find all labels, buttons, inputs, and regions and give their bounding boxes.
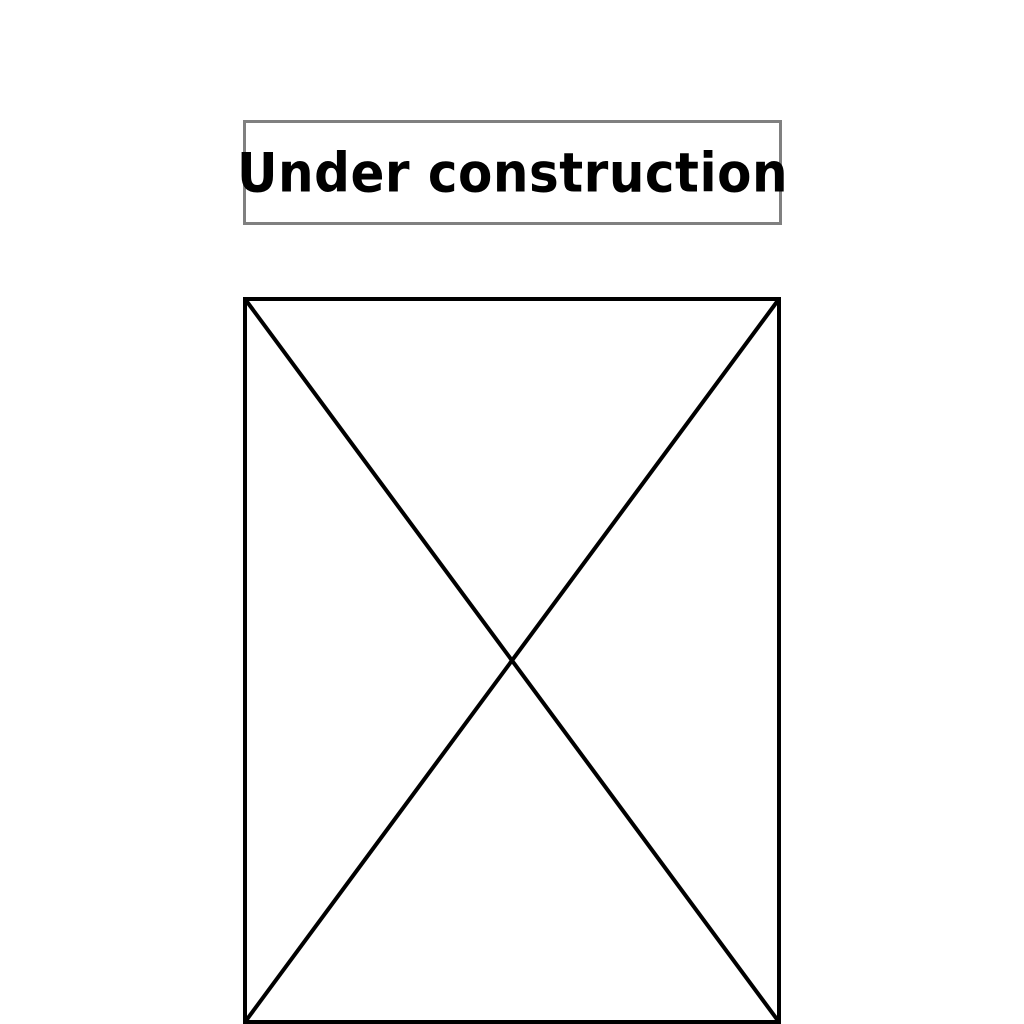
placeholder-diagonal-2	[243, 297, 781, 1024]
under-construction-banner: Under construction	[237, 120, 788, 225]
placeholder-frame	[243, 297, 781, 1024]
image-placeholder-icon	[243, 297, 781, 1024]
banner-title: Under construction	[236, 141, 789, 204]
